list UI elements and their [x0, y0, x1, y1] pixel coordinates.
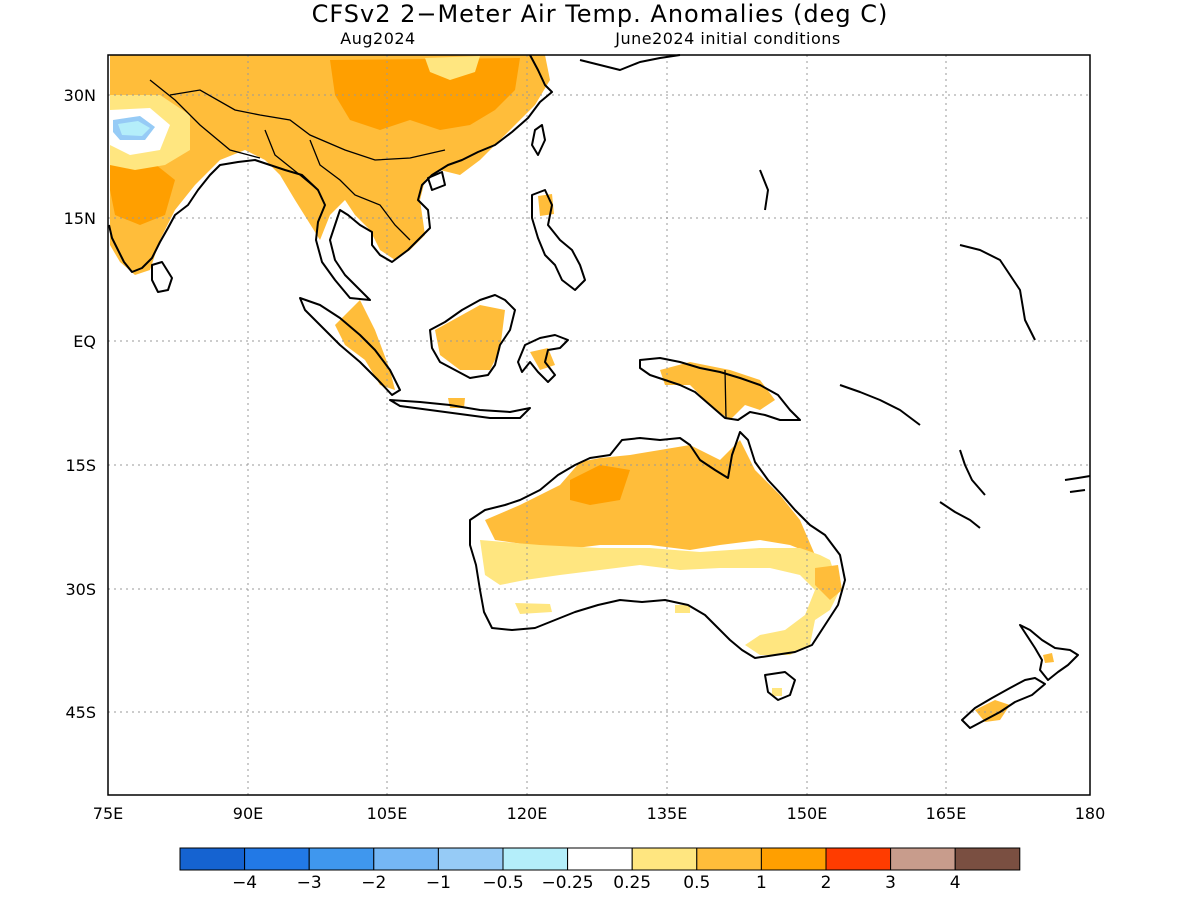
shade-tasmania [772, 688, 782, 696]
shade-china-1-2 [330, 58, 520, 130]
colorbar-label: −4 [232, 873, 257, 893]
shade-sumatra [335, 300, 395, 390]
lon-tick-135e: 135E [647, 804, 688, 823]
colorbar-box [244, 847, 310, 871]
map-title: CFSv2 2−Meter Air Temp. Anomalies (deg C… [312, 0, 889, 28]
border-myanmar [264, 129, 319, 191]
colorbar-box [502, 847, 569, 871]
coast-nz-south [961, 677, 1046, 729]
colorbar-box [373, 847, 439, 871]
colorbar-box [954, 847, 1021, 871]
shade-new-zealand [975, 700, 1010, 722]
shade-australia-s-025-05 [675, 605, 690, 613]
colorbar-label: 4 [950, 873, 961, 893]
shade-tibet-neg-025-05 [118, 121, 150, 136]
shade-australia-sw [515, 603, 552, 614]
colorbar-label: −1 [426, 873, 451, 893]
coast-philippines [531, 189, 586, 291]
border-india-tibet [149, 79, 261, 159]
colorbar-box [696, 847, 762, 871]
border-china-south [169, 89, 446, 161]
colorbar-box [631, 847, 698, 871]
latitude-labels: 30N 15N EQ 15S 30S 45S [64, 86, 96, 722]
border-indochina [309, 139, 411, 241]
coast-sumatra [299, 297, 401, 396]
valid-month: Aug2024 [340, 29, 415, 48]
shade-sulawesi [530, 348, 555, 370]
country-borders [149, 79, 727, 419]
colorbar-box [567, 847, 633, 871]
colorbar-label: −2 [361, 873, 386, 893]
lat-tick-15s: 15S [65, 456, 96, 475]
colorbar-label: 3 [885, 873, 896, 893]
colorbar-box [760, 847, 827, 871]
coast-hainan [427, 171, 446, 191]
coast-australia [469, 431, 846, 659]
coast-tasmania [764, 671, 796, 701]
colorbar-label: −0.25 [542, 873, 594, 893]
lon-tick-90e: 90E [233, 804, 263, 823]
shade-australia-025-05 [480, 540, 840, 655]
coast-vanuatu [959, 449, 986, 496]
longitude-labels: 75E 90E 105E 120E 135E 150E 165E 180 [93, 804, 1106, 823]
lon-tick-75e: 75E [93, 804, 123, 823]
coast-asia-mainland [108, 54, 553, 301]
colorbar-box [825, 847, 892, 871]
colorbar-label: −3 [297, 873, 322, 893]
colorbar-label: −0.5 [482, 873, 523, 893]
colorbar-label: 2 [821, 873, 832, 893]
shade-asia-025-05-north [425, 56, 480, 80]
lat-tick-30n: 30N [64, 86, 96, 105]
coast-new-guinea [639, 357, 801, 421]
lat-tick-30s: 30S [65, 580, 96, 599]
coast-java [389, 399, 531, 419]
anomaly-shading [110, 55, 1054, 722]
lon-tick-150e: 150E [787, 804, 828, 823]
coastlines [108, 54, 1079, 729]
colorbar-box [179, 847, 246, 871]
shade-australia-se-05-1 [815, 565, 842, 600]
colorbar: −4 −3 −2 −1 −0.5 −0.25 0.25 0.5 1 2 3 4 [179, 847, 1021, 893]
lat-tick-eq: EQ [73, 332, 96, 351]
shade-new-guinea [660, 362, 775, 420]
colorbar-label: 0.5 [683, 873, 710, 893]
lat-tick-15n: 15N [64, 209, 96, 228]
colorbar-box [437, 847, 504, 871]
colorbar-box [890, 847, 956, 871]
map-panel [107, 54, 1091, 796]
initial-conditions: June2024 initial conditions [614, 29, 841, 48]
shade-nz-north [1043, 653, 1054, 663]
lon-tick-105e: 105E [367, 804, 408, 823]
coast-sulawesi [517, 334, 569, 383]
lat-tick-45s: 45S [65, 703, 96, 722]
coast-borneo [429, 294, 516, 379]
colorbar-box [308, 847, 375, 871]
coast-sri-lanka [151, 261, 173, 293]
pacific-islands [579, 54, 1091, 529]
border-new-guinea [724, 369, 727, 419]
coast-nz-north [1019, 624, 1079, 681]
shade-borneo [435, 305, 505, 370]
shade-australia-1-2 [570, 465, 630, 505]
coast-fiji [1064, 475, 1091, 493]
graticule [108, 55, 1090, 795]
coast-taiwan [531, 124, 546, 156]
lon-tick-120e: 120E [507, 804, 548, 823]
map-frame [107, 54, 1091, 796]
coast-new-caledonia [939, 501, 981, 529]
colorbar-label: 1 [756, 873, 767, 893]
lon-tick-180: 180 [1075, 804, 1106, 823]
coast-japan [579, 54, 681, 71]
coast-solomon [839, 384, 921, 426]
coast-micronesia [759, 169, 1036, 341]
lon-tick-165e: 165E [926, 804, 967, 823]
shade-australia-05-1 [485, 440, 815, 555]
colorbar-label: 0.25 [613, 873, 651, 893]
